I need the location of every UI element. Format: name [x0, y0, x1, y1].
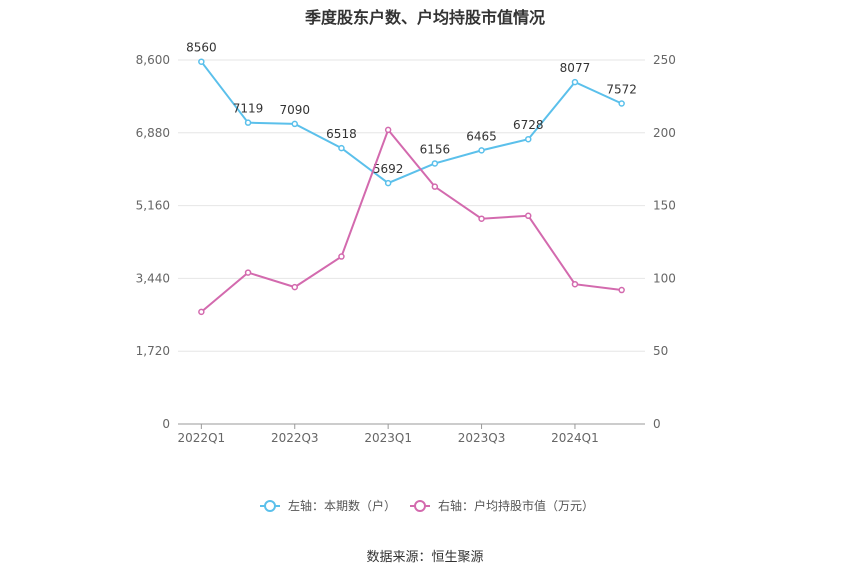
data-label: 6156 [420, 142, 451, 156]
x-axis-tick-label: 2024Q1 [551, 431, 599, 445]
legend-marker-1 [264, 500, 276, 512]
data-point-2 [198, 308, 205, 316]
data-point-1 [338, 144, 345, 152]
data-point-2 [291, 283, 298, 291]
data-point-2 [525, 212, 532, 220]
series-line-1 [200, 61, 623, 185]
data-label: 6465 [466, 129, 497, 143]
right-axis-tick-label: 100 [653, 271, 676, 285]
data-point-1 [525, 135, 532, 143]
x-axis-tick-label: 2023Q3 [458, 431, 506, 445]
data-label: 5692 [373, 162, 404, 176]
left-axis-tick-label: 5,160 [136, 199, 170, 213]
data-point-2 [618, 286, 625, 294]
data-point-2 [478, 215, 485, 222]
data-point-2 [571, 280, 579, 288]
right-axis-tick-label: 0 [653, 417, 661, 431]
right-axis-tick-label: 200 [653, 126, 676, 140]
data-point-1 [198, 58, 205, 65]
data-point-1 [291, 120, 298, 128]
data-label: 8077 [560, 61, 591, 75]
x-axis-tick-label: 2022Q3 [271, 431, 319, 445]
data-point-1 [244, 119, 252, 126]
left-axis-tick-label: 3,440 [136, 271, 170, 285]
data-label: 7119 [233, 102, 264, 116]
data-point-1 [478, 147, 485, 154]
data-point-2 [431, 183, 439, 190]
data-point-1 [618, 100, 625, 107]
data-point-1 [384, 179, 392, 187]
data-point-2 [244, 269, 252, 276]
chart-title: 季度股东户数、户均持股市值情况 [304, 8, 545, 27]
data-label: 8560 [186, 41, 217, 55]
legend-label-1: 左轴：本期数（户） [288, 498, 396, 513]
x-axis-tick-label: 2022Q1 [178, 431, 226, 445]
left-axis-tick-label: 8,600 [136, 53, 170, 67]
x-axis-tick-label: 2023Q1 [364, 431, 412, 445]
source-note: 数据来源：恒生聚源 [366, 550, 484, 565]
right-axis-tick-label: 50 [653, 344, 668, 358]
left-axis-tick-label: 0 [162, 417, 170, 431]
legend-label-2: 右轴：户均持股市值（万元） [438, 498, 594, 513]
data-label: 7572 [606, 83, 637, 97]
left-axis-tick-label: 1,720 [136, 344, 170, 358]
right-axis-tick-label: 150 [653, 199, 676, 213]
left-axis-tick-label: 6,880 [136, 126, 170, 140]
series-line-2 [200, 127, 622, 313]
data-label: 7090 [279, 103, 310, 117]
right-axis-tick-label: 250 [653, 53, 676, 67]
data-point-1 [431, 160, 439, 167]
data-point-2 [384, 126, 392, 134]
legend-marker-2 [414, 500, 426, 512]
data-label: 6728 [513, 118, 544, 132]
data-point-1 [571, 78, 579, 86]
data-point-2 [338, 253, 345, 260]
data-label: 6518 [326, 127, 357, 141]
